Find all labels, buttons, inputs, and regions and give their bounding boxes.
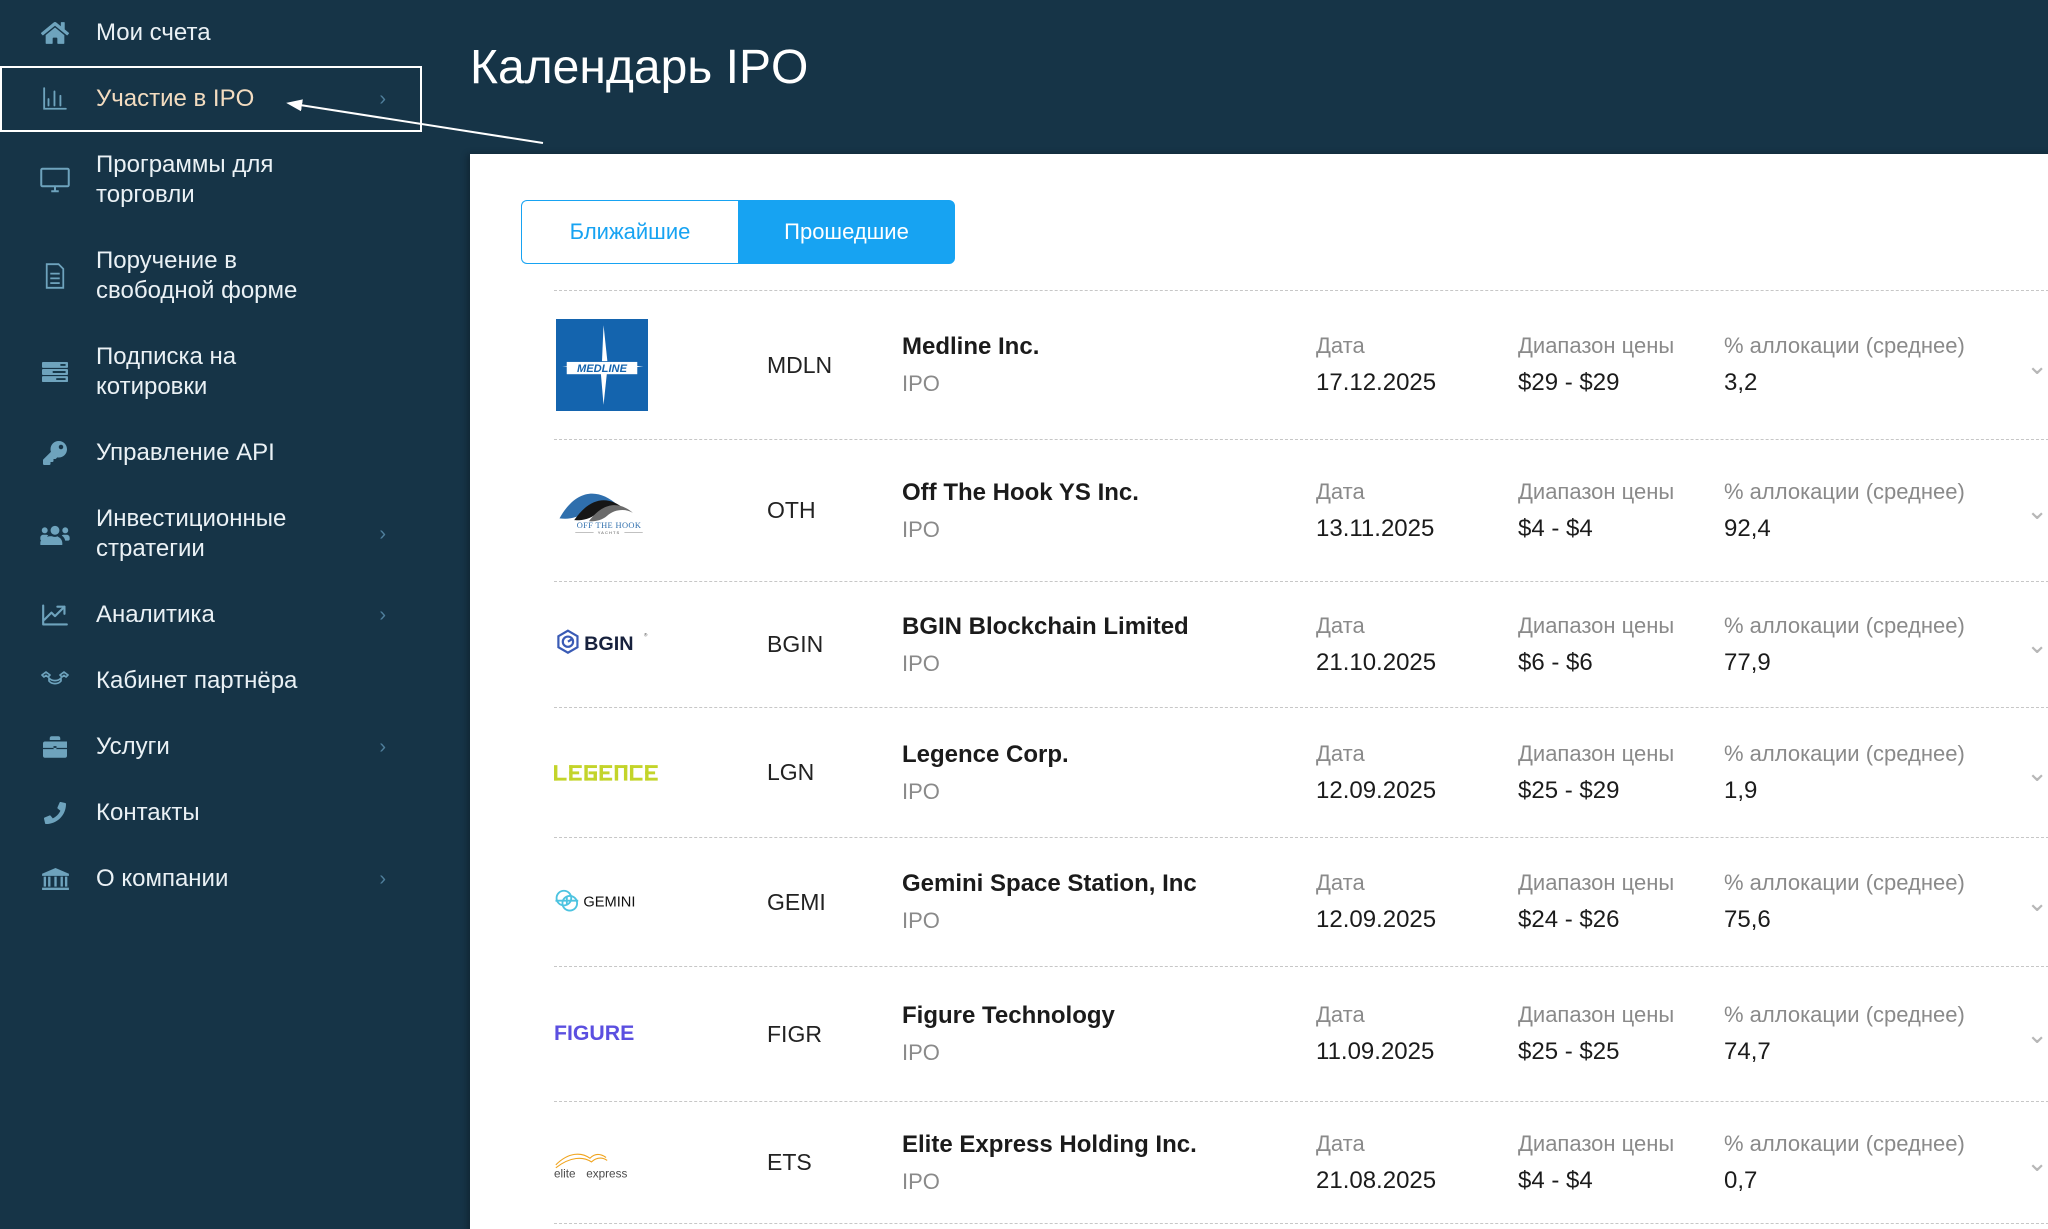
svg-text:®: ® [644, 631, 648, 638]
svg-text:elite: elite [554, 1167, 576, 1180]
svg-text:YACHTS: YACHTS [598, 530, 621, 535]
svg-text:GEMINI: GEMINI [583, 894, 635, 910]
svg-text:express: express [586, 1167, 627, 1180]
svg-text:MEDLINE: MEDLINE [577, 363, 628, 375]
svg-text:FIGURE: FIGURE [554, 1021, 634, 1045]
svg-text:BGIN: BGIN [584, 632, 634, 654]
svg-text:OFF THE HOOK: OFF THE HOOK [577, 520, 642, 530]
